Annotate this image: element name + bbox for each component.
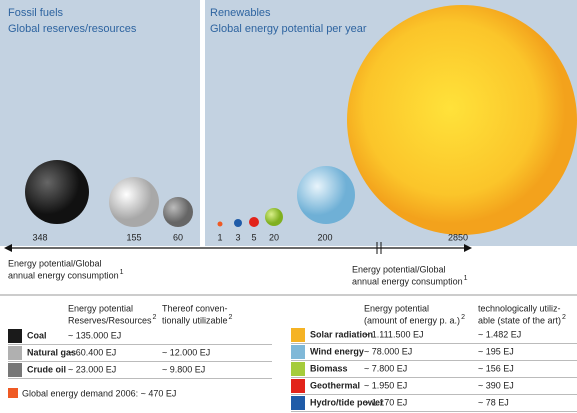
bubble-label: 20 — [269, 232, 279, 242]
swatch — [291, 362, 305, 376]
label-line: Energy potential — [364, 303, 429, 313]
biomass-sphere — [265, 208, 283, 226]
bubble-label: 2850 — [448, 232, 468, 242]
footnote-mark: 2 — [153, 314, 157, 321]
panel-title: Fossil fuels — [8, 7, 64, 19]
panel-title: Global reserves/resources — [8, 23, 137, 35]
swatch — [8, 346, 22, 360]
bubble-label: 5 — [251, 232, 256, 242]
swatch — [291, 328, 305, 342]
axis-labels: Energy potential/Global annual energy con… — [8, 258, 468, 286]
solar-sphere — [347, 5, 577, 235]
row-label: Geothermal — [310, 380, 360, 390]
value: ~ 135.000 EJ — [68, 330, 121, 340]
footnote-mark: 1 — [120, 269, 124, 276]
value: ~ 9.800 EJ — [162, 364, 205, 374]
row-label: Coal — [27, 330, 47, 340]
label-line: Energy potential/Global — [8, 258, 102, 268]
value: ~ 23.000 EJ — [68, 364, 116, 374]
value: ~ 1.482 EJ — [478, 329, 521, 339]
footnote: Global energy demand 2006: ~ 470 EJ — [22, 388, 176, 398]
bubble-label: 60 — [173, 232, 183, 242]
row-label: Biomass — [310, 363, 348, 373]
row-label: Crude oil — [27, 364, 66, 374]
bubble-label: 348 — [32, 232, 47, 242]
gas-sphere — [109, 177, 159, 227]
footnote-mark: 2 — [562, 314, 566, 321]
label-line: annual energy consumption — [352, 276, 463, 286]
value: ~ 390 EJ — [478, 380, 514, 390]
label-line: technologically utiliz- — [478, 303, 561, 313]
value: ~ 1.950 EJ — [364, 380, 407, 390]
bubble-label: 3 — [235, 232, 240, 242]
value: ~ 60.400 EJ — [68, 347, 116, 357]
swatch — [291, 345, 305, 359]
label-line: (amount of energy p. a.) — [364, 315, 460, 325]
value: ~ 12.000 EJ — [162, 347, 210, 357]
demand-sphere — [217, 221, 223, 227]
row-label: Solar radiation — [310, 329, 373, 339]
swatch — [8, 363, 22, 377]
label-line: Reserves/Resources — [68, 315, 152, 325]
swatch — [8, 329, 22, 343]
value: ~ 156 EJ — [478, 363, 514, 373]
row-label: Hydro/tide power — [310, 397, 384, 407]
swatch — [291, 396, 305, 410]
panel-title: Global energy potential per year — [210, 23, 367, 35]
wind-sphere — [297, 166, 355, 224]
bubble-labels: 348 155 60 1 3 5 20 200 2850 — [32, 232, 468, 242]
footnote-mark: 1 — [464, 275, 468, 282]
footnote-mark: 2 — [229, 314, 233, 321]
label-line: Thereof conven- — [162, 303, 228, 313]
value: ~ 1.111.500 EJ — [364, 329, 423, 339]
bubble-label: 200 — [317, 232, 332, 242]
value: ~ 78 EJ — [478, 397, 509, 407]
geothermal-sphere — [249, 217, 259, 227]
bubble-label: 155 — [126, 232, 141, 242]
footnote-mark: 2 — [461, 314, 465, 321]
label-line: Energy potential/Global — [352, 264, 446, 274]
panel-title: Renewables — [210, 7, 271, 19]
row-label: Wind energy — [310, 346, 364, 356]
swatch — [291, 379, 305, 393]
oil-sphere — [163, 197, 193, 227]
label-line: annual energy consumption — [8, 270, 119, 280]
bubble-label: 1 — [217, 232, 222, 242]
row-label: Natural gas — [27, 347, 76, 357]
label-line: tionally utilizable — [162, 315, 228, 325]
hydro-sphere — [234, 219, 242, 227]
demand-swatch — [8, 388, 18, 398]
value: ~ 7.800 EJ — [364, 363, 407, 373]
value: ~ 1.170 EJ — [364, 397, 407, 407]
label-line: Energy potential — [68, 303, 133, 313]
value: ~ 195 EJ — [478, 346, 514, 356]
coal-sphere — [25, 160, 89, 224]
value: ~ 78.000 EJ — [364, 346, 412, 356]
label-line: able (state of the art) — [478, 315, 561, 325]
